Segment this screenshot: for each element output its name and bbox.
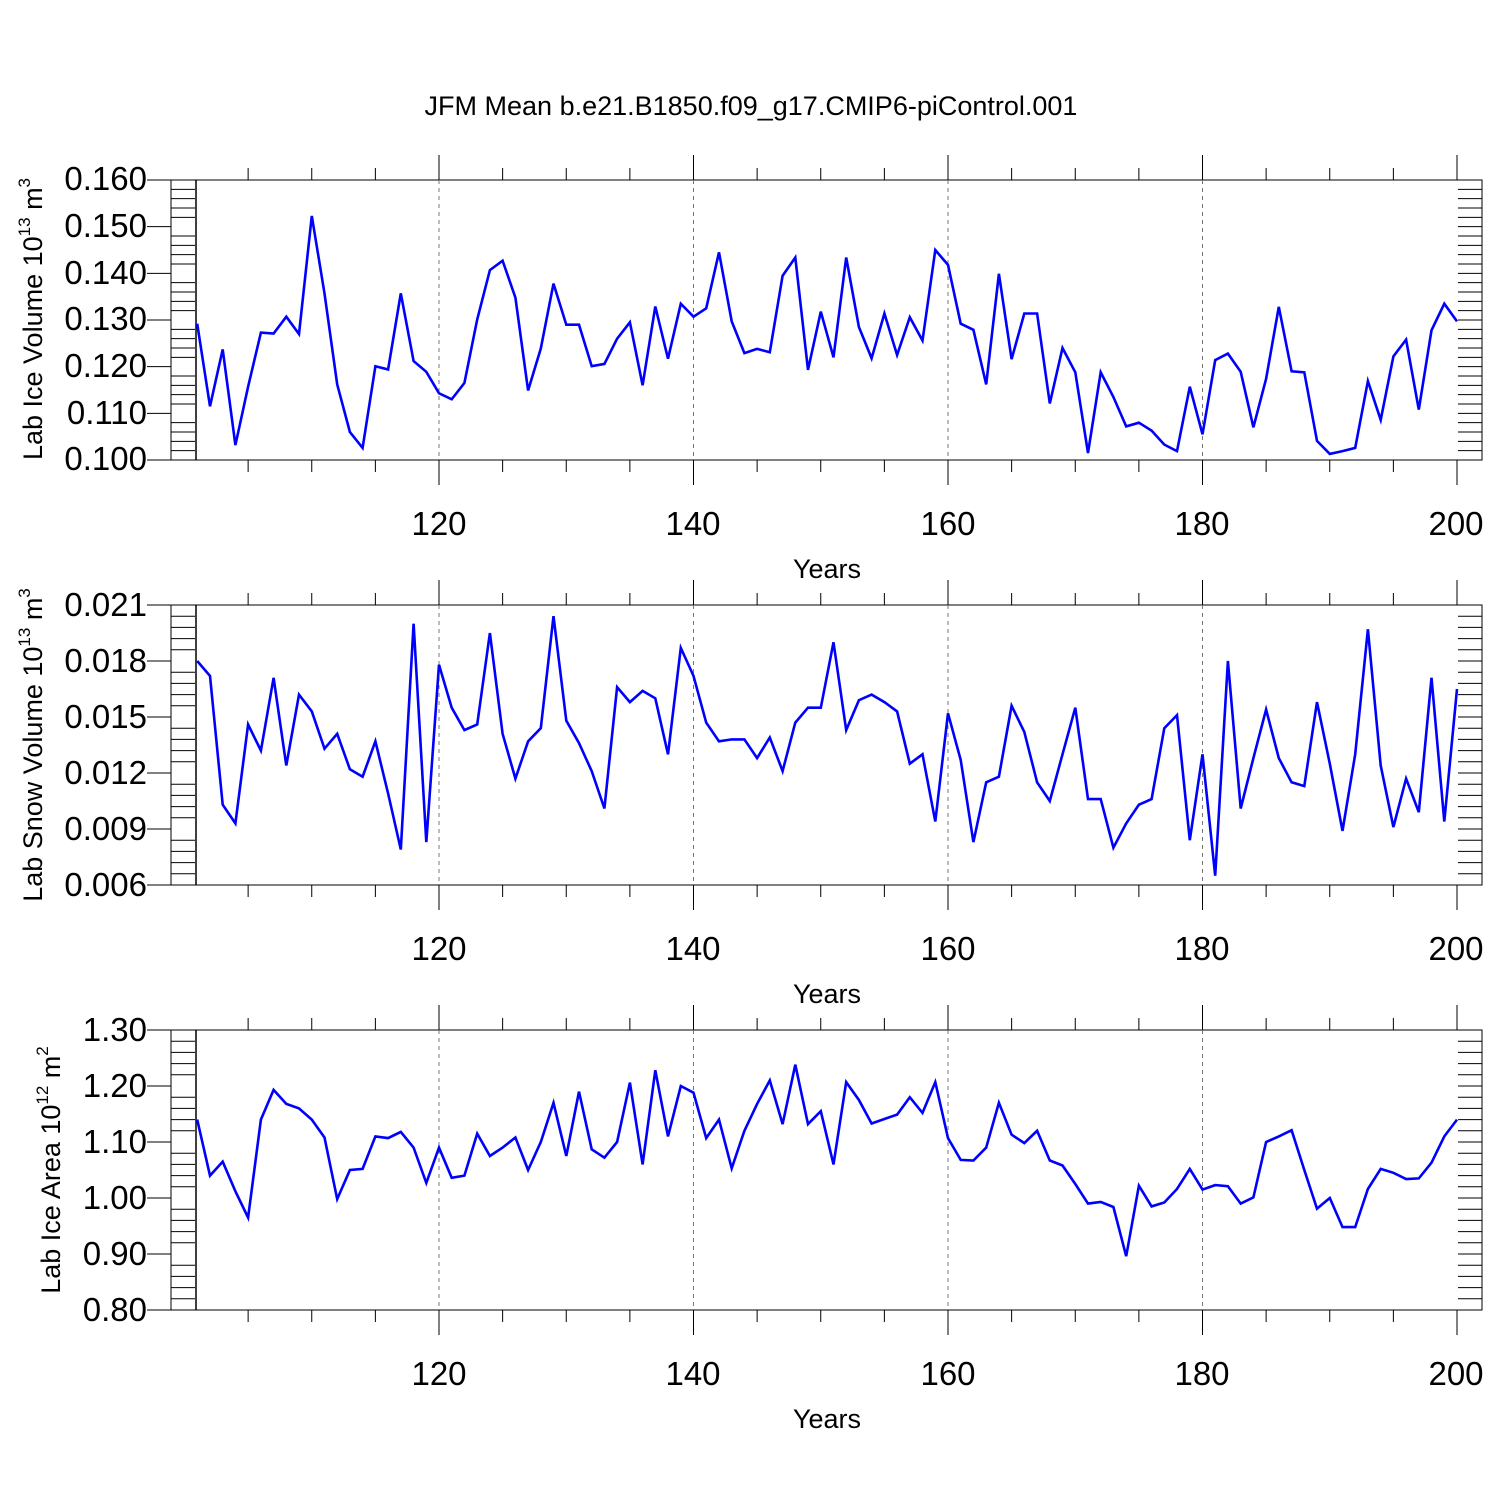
y-tick-label: 0.009 <box>64 810 147 847</box>
ice-area-y-label-exp: 12 <box>33 1086 52 1105</box>
ice-volume-y-label: Lab Ice Volume 1013 m3 <box>15 178 48 460</box>
ice-area-x-label: Years <box>793 1404 861 1434</box>
x-tick-label: 160 <box>920 1355 975 1392</box>
y-tick-label: 0.015 <box>64 698 147 735</box>
snow-volume-series-line <box>196 616 1459 876</box>
y-tick-label: 0.90 <box>83 1235 147 1272</box>
ice-area-tick-labels: 120 140 160 180 200 0.80 0.90 1.00 1.10 … <box>83 1011 1484 1392</box>
snow-volume-panel: Lab Snow Volume 1013 m3 Years 120 140 16… <box>15 580 1484 1009</box>
ice-volume-y-label-unit: m <box>18 187 48 217</box>
snow-volume-y-label-text: Lab Snow Volume 10 <box>18 647 48 902</box>
y-tick-label: 1.00 <box>83 1179 147 1216</box>
ice-area-y-label-unit: m <box>36 1056 66 1086</box>
y-tick-label: 0.140 <box>64 254 147 291</box>
ice-area-y-label-unit-exp: 2 <box>33 1046 52 1055</box>
y-tick-label: 0.018 <box>64 642 147 679</box>
x-tick-label: 200 <box>1428 1355 1483 1392</box>
x-tick-label: 180 <box>1174 1355 1229 1392</box>
y-tick-label: 0.100 <box>64 440 147 477</box>
x-tick-label: 200 <box>1428 505 1483 542</box>
x-tick-label: 140 <box>665 505 720 542</box>
y-tick-label: 0.150 <box>64 207 147 244</box>
ice-volume-tick-labels: 120 140 160 180 200 0.100 0.110 0.120 0.… <box>64 160 1483 542</box>
ice-area-panel: Lab Ice Area 1012 m2 Years 120 140 160 1… <box>33 1005 1484 1434</box>
y-tick-label: 0.80 <box>83 1291 147 1328</box>
x-tick-label: 140 <box>665 930 720 967</box>
x-tick-label: 160 <box>920 930 975 967</box>
x-tick-label: 140 <box>665 1355 720 1392</box>
x-tick-label: 180 <box>1174 930 1229 967</box>
ice-area-frame <box>170 1029 1483 1311</box>
y-tick-label: 0.110 <box>67 394 147 431</box>
y-tick-label: 0.160 <box>64 160 147 197</box>
y-tick-label: 0.021 <box>64 586 147 623</box>
ice-volume-series-line <box>195 215 1459 456</box>
snow-volume-x-label: Years <box>793 979 861 1009</box>
ice-area-series-line <box>195 1064 1459 1257</box>
snow-volume-y-label-unit-exp: 3 <box>15 588 34 597</box>
y-tick-label: 1.30 <box>83 1011 147 1048</box>
y-tick-label: 0.012 <box>64 754 147 791</box>
snow-volume-frame <box>170 604 1483 886</box>
snow-volume-y-label-unit: m <box>18 598 48 628</box>
y-tick-label: 1.20 <box>83 1067 147 1104</box>
ice-area-y-label: Lab Ice Area 1012 m2 <box>33 1046 66 1294</box>
x-tick-label: 200 <box>1428 930 1483 967</box>
ice-volume-y-label-exp: 13 <box>15 217 34 236</box>
figure-title: JFM Mean b.e21.B1850.f09_g17.CMIP6-piCon… <box>425 91 1078 121</box>
y-tick-label: 0.130 <box>64 300 147 337</box>
x-tick-label: 160 <box>920 505 975 542</box>
ice-volume-y-label-text: Lab Ice Volume 10 <box>18 236 48 460</box>
x-tick-label: 120 <box>411 1355 466 1392</box>
ice-volume-panel: Lab Ice Volume 1013 m3 Years 120 140 160… <box>15 155 1484 584</box>
y-tick-label: 0.120 <box>64 347 147 384</box>
x-tick-label: 120 <box>411 930 466 967</box>
ice-volume-y-label-unit-exp: 3 <box>15 178 34 187</box>
snow-volume-y-label: Lab Snow Volume 1013 m3 <box>15 588 48 902</box>
x-tick-label: 180 <box>1174 505 1229 542</box>
ice-volume-x-label: Years <box>793 554 861 584</box>
ice-area-y-label-text: Lab Ice Area 10 <box>36 1105 66 1294</box>
y-tick-label: 1.10 <box>83 1123 147 1160</box>
snow-volume-tick-labels: 120 140 160 180 200 0.006 0.009 0.012 0.… <box>64 586 1483 967</box>
snow-volume-y-label-exp: 13 <box>15 628 34 647</box>
x-tick-label: 120 <box>411 505 466 542</box>
y-tick-label: 0.006 <box>64 866 147 903</box>
